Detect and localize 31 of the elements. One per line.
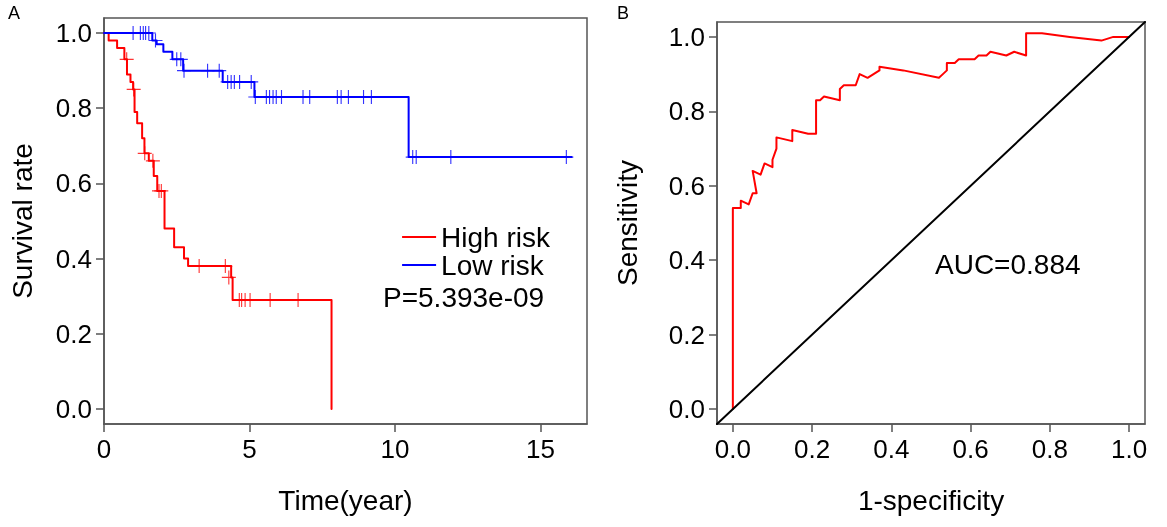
y-tick-label: 0.4 — [55, 243, 92, 274]
y-tick-label: 0.2 — [55, 318, 92, 349]
x-tick-label: 15 — [525, 434, 555, 464]
y-tick-label: 0.8 — [668, 96, 705, 127]
text: A — [8, 3, 21, 23]
x-axis-title: Time(year) — [278, 484, 413, 516]
x-tick-label: 0.2 — [794, 434, 831, 464]
y-tick-label: 0.8 — [55, 93, 92, 124]
y-tick-label: 0.0 — [668, 394, 705, 425]
annotation: AUC=0.884 — [935, 248, 1081, 280]
x-tick-label: 0.0 — [714, 434, 751, 464]
y-tick-label: 0.4 — [668, 245, 705, 276]
annotation: P=5.393e-09 — [383, 281, 545, 313]
text: B — [617, 3, 630, 23]
y-axis-title: Survival rate — [6, 143, 38, 299]
y-tick-label: 1.0 — [55, 18, 92, 49]
y-tick-label: 0.0 — [55, 393, 92, 424]
x-tick-label: 0 — [96, 434, 112, 464]
legend-label: High risk — [441, 221, 551, 253]
x-tick-label: 5 — [242, 434, 257, 464]
y-axis-title: Sensitivity — [611, 159, 643, 287]
x-tick-label: 0.6 — [952, 434, 989, 464]
y-tick-label: 0.6 — [668, 170, 705, 201]
y-tick-label: 0.2 — [668, 319, 705, 350]
x-tick-label: 10 — [380, 434, 410, 464]
y-tick-label: 0.6 — [55, 168, 92, 199]
x-tick-label: 0.4 — [873, 434, 910, 464]
x-tick-label: 0.8 — [1031, 434, 1068, 464]
x-axis-title: 1-specificity — [857, 484, 1005, 516]
y-tick-label: 1.0 — [668, 21, 705, 52]
x-tick-label: 1.0 — [1111, 434, 1148, 464]
